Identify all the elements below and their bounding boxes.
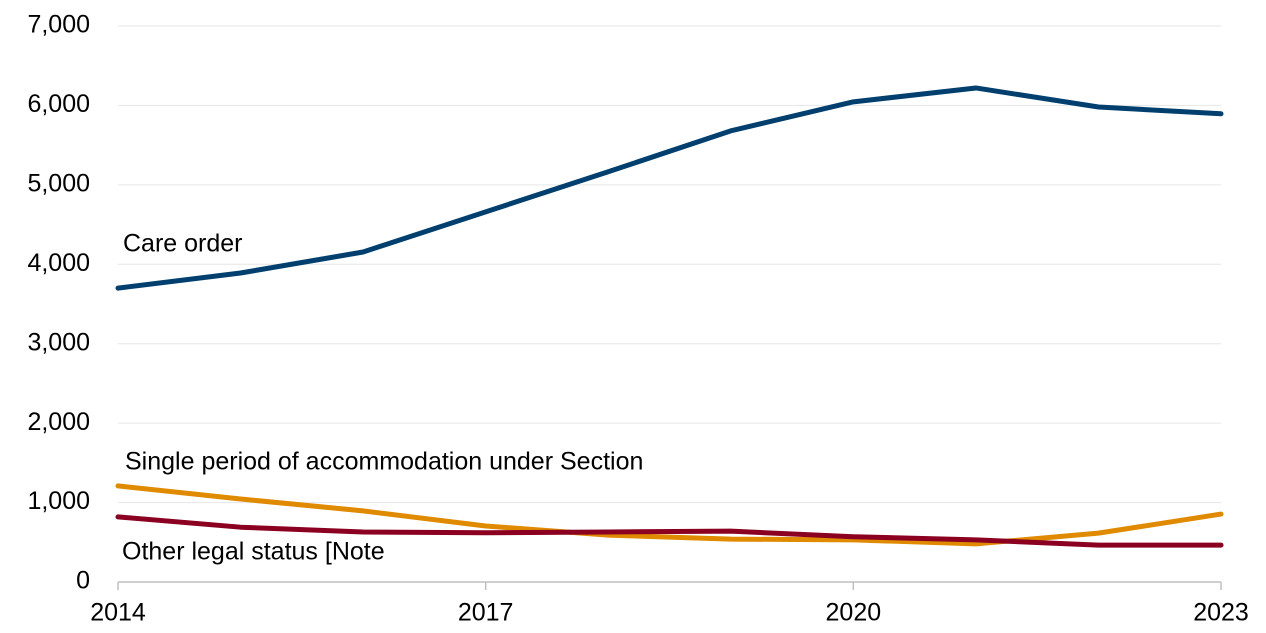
x-tick-label: 2023 <box>1193 599 1249 627</box>
series-line <box>115 85 1224 291</box>
y-tick-label: 6,000 <box>27 90 90 118</box>
series-line <box>115 483 1224 547</box>
series-line <box>115 514 1224 548</box>
series-label: Care order <box>123 230 243 258</box>
y-tick-label: 2,000 <box>27 408 90 436</box>
series-label: Single period of accommodation under Sec… <box>125 448 643 476</box>
x-tick-label: 2014 <box>90 599 146 627</box>
series-label: Other legal status [Note <box>122 538 385 566</box>
y-tick-label: 3,000 <box>27 328 90 356</box>
y-tick-label: 4,000 <box>27 249 90 277</box>
x-tick-label: 2020 <box>826 599 882 627</box>
x-tick-label: 2017 <box>458 599 514 627</box>
y-tick-label: 1,000 <box>27 487 90 515</box>
y-tick-label: 0 <box>76 567 90 595</box>
y-tick-label: 5,000 <box>27 169 90 197</box>
y-tick-label: 7,000 <box>27 11 90 39</box>
